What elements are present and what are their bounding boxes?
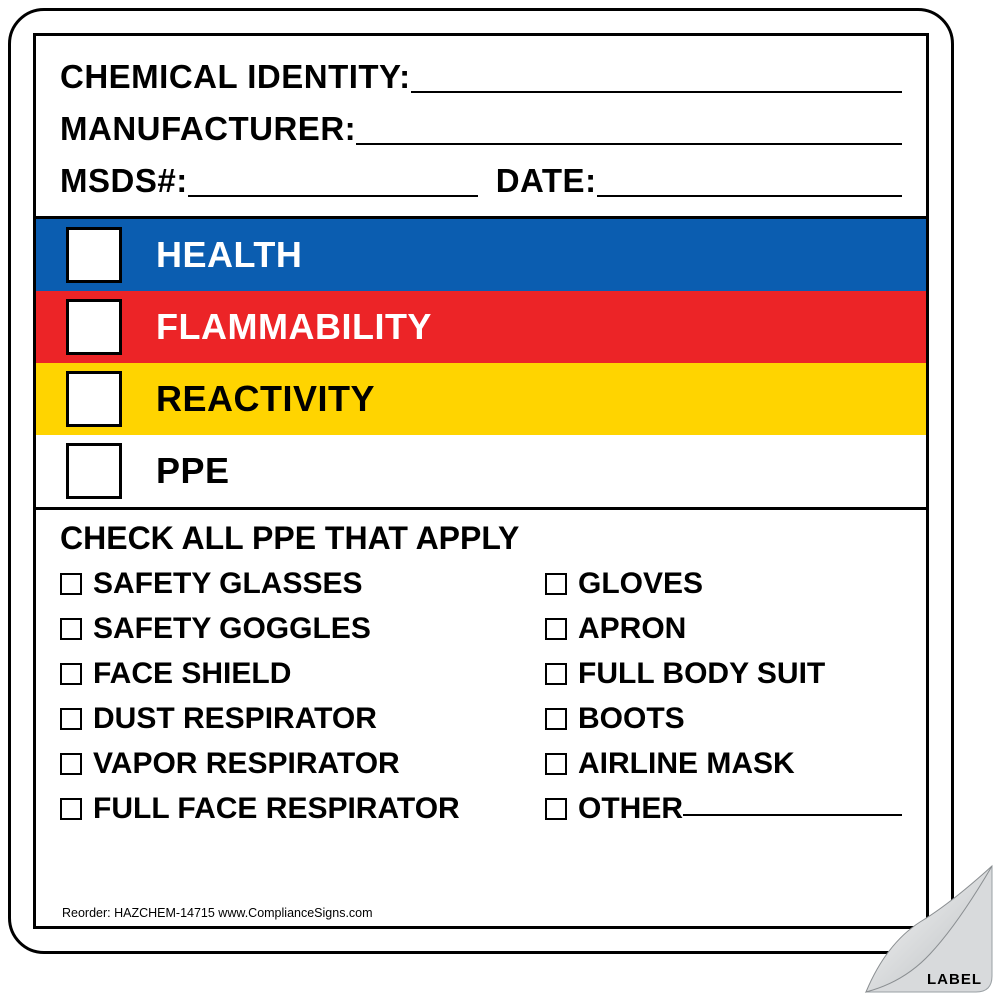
ppe-label-apron: APRON — [578, 612, 686, 646]
chemical-identity-label: CHEMICAL IDENTITY: — [60, 58, 411, 98]
ppe-label-gloves: GLOVES — [578, 567, 703, 601]
date-label: DATE: — [496, 162, 597, 202]
header-row-msds-date: MSDS#: DATE: — [60, 154, 902, 202]
ppe-item-face-shield: FACE SHIELD — [60, 651, 545, 696]
ppe-checkbox-dust-respirator[interactable] — [60, 708, 82, 730]
ppe-label-vapor-respirator: VAPOR RESPIRATOR — [93, 747, 400, 781]
ppe-checkbox-full-body-suit[interactable] — [545, 663, 567, 685]
ppe-label-full-face-respirator: FULL FACE RESPIRATOR — [93, 792, 460, 826]
ppe-item-safety-glasses: SAFETY GLASSES — [60, 561, 545, 606]
hazard-label-flammability: FLAMMABILITY — [156, 306, 432, 348]
hazard-box-ppe[interactable] — [66, 443, 122, 499]
ppe-checkbox-apron[interactable] — [545, 618, 567, 640]
hazard-box-reactivity[interactable] — [66, 371, 122, 427]
ppe-item-apron: APRON — [545, 606, 902, 651]
hazard-box-health[interactable] — [66, 227, 122, 283]
hazard-label-health: HEALTH — [156, 234, 302, 276]
ppe-item-dust-respirator: DUST RESPIRATOR — [60, 696, 545, 741]
msds-label: MSDS#: — [60, 162, 188, 202]
hazard-bar-health: HEALTH — [36, 219, 926, 291]
peel-corner-text: LABEL — [927, 971, 982, 988]
hazard-bar-flammability: FLAMMABILITY — [36, 291, 926, 363]
ppe-left-column: SAFETY GLASSES SAFETY GOGGLES FACE SHIELD D… — [60, 561, 545, 904]
chemical-identity-line[interactable] — [411, 67, 902, 93]
hazard-bar-reactivity: REACTIVITY — [36, 363, 926, 435]
ppe-checkbox-boots[interactable] — [545, 708, 567, 730]
ppe-label-other: OTHER — [578, 792, 683, 826]
ppe-item-full-face-respirator: FULL FACE RESPIRATOR — [60, 786, 545, 831]
ppe-label-face-shield: FACE SHIELD — [93, 657, 291, 691]
ppe-checkbox-airline-mask[interactable] — [545, 753, 567, 775]
ppe-checkbox-safety-goggles[interactable] — [60, 618, 82, 640]
header-section: CHEMICAL IDENTITY: MANUFACTURER: MSDS#: … — [36, 36, 926, 216]
header-row-manufacturer: MANUFACTURER: — [60, 102, 902, 150]
ppe-checkbox-full-face-respirator[interactable] — [60, 798, 82, 820]
peel-corner: LABEL — [864, 864, 994, 994]
ppe-label-airline-mask: AIRLINE MASK — [578, 747, 795, 781]
ppe-checkbox-other[interactable] — [545, 798, 567, 820]
ppe-label-safety-glasses: SAFETY GLASSES — [93, 567, 363, 601]
ppe-item-other: OTHER — [545, 786, 902, 831]
ppe-checkbox-safety-glasses[interactable] — [60, 573, 82, 595]
ppe-item-full-body-suit: FULL BODY SUIT — [545, 651, 902, 696]
manufacturer-label: MANUFACTURER: — [60, 110, 356, 150]
hazard-bar-ppe: PPE — [36, 435, 926, 507]
ppe-item-boots: BOOTS — [545, 696, 902, 741]
label-outer-border: CHEMICAL IDENTITY: MANUFACTURER: MSDS#: … — [8, 8, 954, 954]
ppe-item-airline-mask: AIRLINE MASK — [545, 741, 902, 786]
ppe-grid: SAFETY GLASSES SAFETY GOGGLES FACE SHIELD D… — [60, 561, 902, 904]
ppe-checkbox-face-shield[interactable] — [60, 663, 82, 685]
date-line[interactable] — [597, 171, 902, 197]
ppe-item-gloves: GLOVES — [545, 561, 902, 606]
msds-line[interactable] — [188, 171, 478, 197]
ppe-label-dust-respirator: DUST RESPIRATOR — [93, 702, 377, 736]
ppe-right-column: GLOVES APRON FULL BODY SUIT BOOTS AIRLINE MA… — [545, 561, 902, 904]
hazard-bars-section: HEALTH FLAMMABILITY REACTIVITY PPE — [36, 216, 926, 507]
ppe-label-boots: BOOTS — [578, 702, 685, 736]
ppe-section: CHECK ALL PPE THAT APPLY SAFETY GLASSESS… — [36, 507, 926, 926]
ppe-checkbox-vapor-respirator[interactable] — [60, 753, 82, 775]
header-row-chemical: CHEMICAL IDENTITY: — [60, 50, 902, 98]
hazard-label-ppe: PPE — [156, 450, 230, 492]
ppe-label-safety-goggles: SAFETY GOGGLES — [93, 612, 371, 646]
label-inner-border: CHEMICAL IDENTITY: MANUFACTURER: MSDS#: … — [33, 33, 929, 929]
hazard-label-reactivity: REACTIVITY — [156, 378, 375, 420]
ppe-label-full-body-suit: FULL BODY SUIT — [578, 657, 825, 691]
manufacturer-line[interactable] — [356, 119, 902, 145]
ppe-item-safety-goggles: SAFETY GOGGLES — [60, 606, 545, 651]
reorder-text: Reorder: HAZCHEM-14715 www.ComplianceSig… — [60, 904, 902, 920]
ppe-checkbox-gloves[interactable] — [545, 573, 567, 595]
ppe-other-line[interactable] — [683, 796, 902, 816]
ppe-item-vapor-respirator: VAPOR RESPIRATOR — [60, 741, 545, 786]
ppe-title: CHECK ALL PPE THAT APPLY — [60, 520, 902, 557]
hazard-box-flammability[interactable] — [66, 299, 122, 355]
